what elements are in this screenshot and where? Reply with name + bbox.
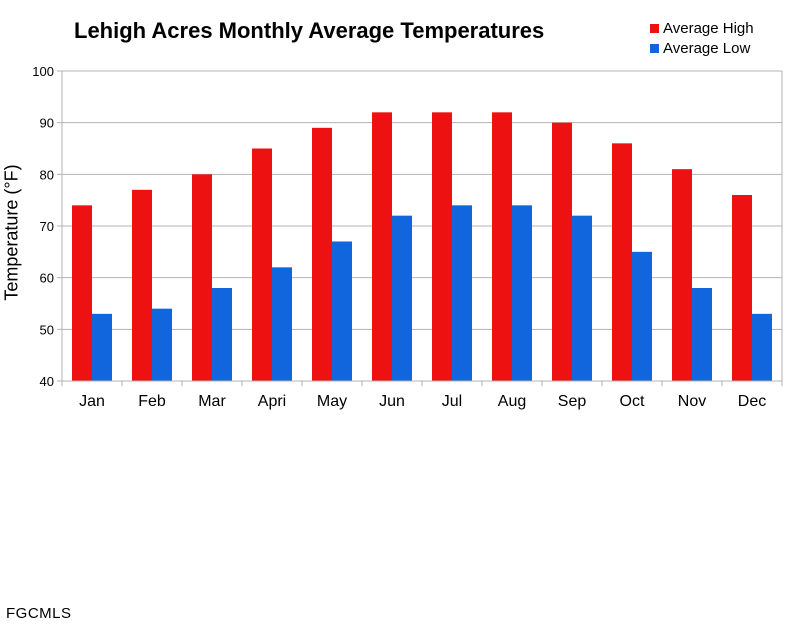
bar-high-jun — [372, 112, 392, 381]
x-tick-label: Jan — [79, 393, 105, 410]
y-tick-label: 80 — [40, 167, 54, 182]
bar-low-jun — [392, 215, 412, 381]
watermark: FGCMLS — [6, 605, 72, 622]
bar-low-apri — [272, 267, 292, 381]
bar-low-may — [332, 241, 352, 381]
chart-title: Lehigh Acres Monthly Average Temperature… — [74, 18, 545, 43]
bar-high-jul — [432, 112, 452, 381]
legend: Average High Average Low — [650, 18, 754, 58]
x-tick-label: Oct — [620, 393, 645, 410]
x-tick-label: Nov — [678, 393, 706, 410]
y-tick-label: 50 — [40, 322, 54, 337]
y-tick-label: 70 — [40, 219, 54, 234]
legend-item-high: Average High — [650, 18, 754, 38]
x-tick-label: Mar — [198, 393, 226, 410]
x-tick-label: Aug — [498, 393, 526, 410]
bar-low-sep — [572, 215, 592, 381]
x-tick-label: Apri — [258, 393, 286, 410]
bar-high-feb — [132, 189, 152, 381]
bar-low-jan — [92, 313, 112, 381]
legend-item-low: Average Low — [650, 38, 754, 58]
bar-low-mar — [212, 288, 232, 381]
legend-label-low: Average Low — [663, 39, 751, 57]
x-tick-label: May — [317, 393, 347, 410]
bar-low-nov — [692, 288, 712, 381]
bar-high-mar — [192, 174, 212, 381]
x-tick-label: Feb — [138, 393, 166, 410]
bar-low-oct — [632, 251, 652, 381]
y-tick-label: 40 — [40, 374, 54, 389]
y-tick-label: 100 — [32, 64, 54, 79]
bar-low-jul — [452, 205, 472, 381]
bar-high-nov — [672, 169, 692, 381]
bar-high-aug — [492, 112, 512, 381]
bar-high-jan — [72, 205, 92, 381]
bar-high-sep — [552, 122, 572, 382]
legend-swatch-high — [650, 23, 659, 33]
bar-high-apri — [252, 148, 272, 381]
bar-low-dec — [752, 313, 772, 381]
y-tick-label: 60 — [40, 271, 54, 286]
bar-high-may — [312, 127, 332, 381]
x-tick-label: Jun — [379, 393, 405, 410]
bar-high-oct — [612, 143, 632, 381]
legend-swatch-low — [650, 43, 659, 53]
x-tick-label: Sep — [558, 393, 587, 410]
bar-low-feb — [152, 308, 172, 381]
bar-low-aug — [512, 205, 532, 381]
legend-label-high: Average High — [663, 19, 754, 37]
x-tick-label: Dec — [738, 393, 766, 410]
x-tick-label: Jul — [442, 393, 462, 410]
y-tick-label: 90 — [40, 116, 54, 131]
bar-high-dec — [732, 195, 752, 381]
